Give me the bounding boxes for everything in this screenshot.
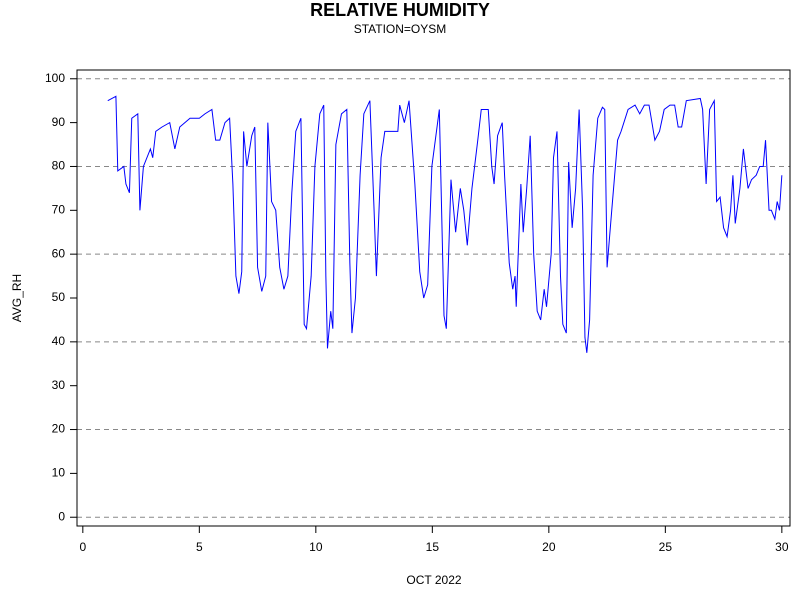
plot-frame [76,69,791,527]
x-tick-label: 10 [309,540,323,554]
y-tick-label: 20 [52,422,66,436]
y-tick-label: 100 [45,71,65,85]
y-tick-label: 50 [52,290,66,304]
y-tick-label: 0 [58,509,65,523]
x-tick-label: 25 [659,540,673,554]
y-tick-label: 70 [52,202,66,216]
x-tick-label: 15 [426,540,440,554]
x-tick-label: 30 [775,540,789,554]
x-tick-label: 5 [196,540,203,554]
x-tick-label: 20 [542,540,556,554]
y-tick-label: 10 [52,466,66,480]
y-tick-label: 90 [52,115,66,129]
y-tick-label: 80 [52,159,66,173]
chart-subtitle: STATION=OYSM [354,22,447,36]
x-tick-label: 0 [79,540,86,554]
chart-title: RELATIVE HUMIDITY [310,0,490,20]
x-axis-label: OCT 2022 [406,573,461,587]
y-tick-label: 30 [52,378,66,392]
y-tick-label: 40 [52,334,66,348]
data-line [107,95,783,353]
y-axis-label: AVG_RH [10,274,24,322]
y-tick-label: 60 [52,246,66,260]
